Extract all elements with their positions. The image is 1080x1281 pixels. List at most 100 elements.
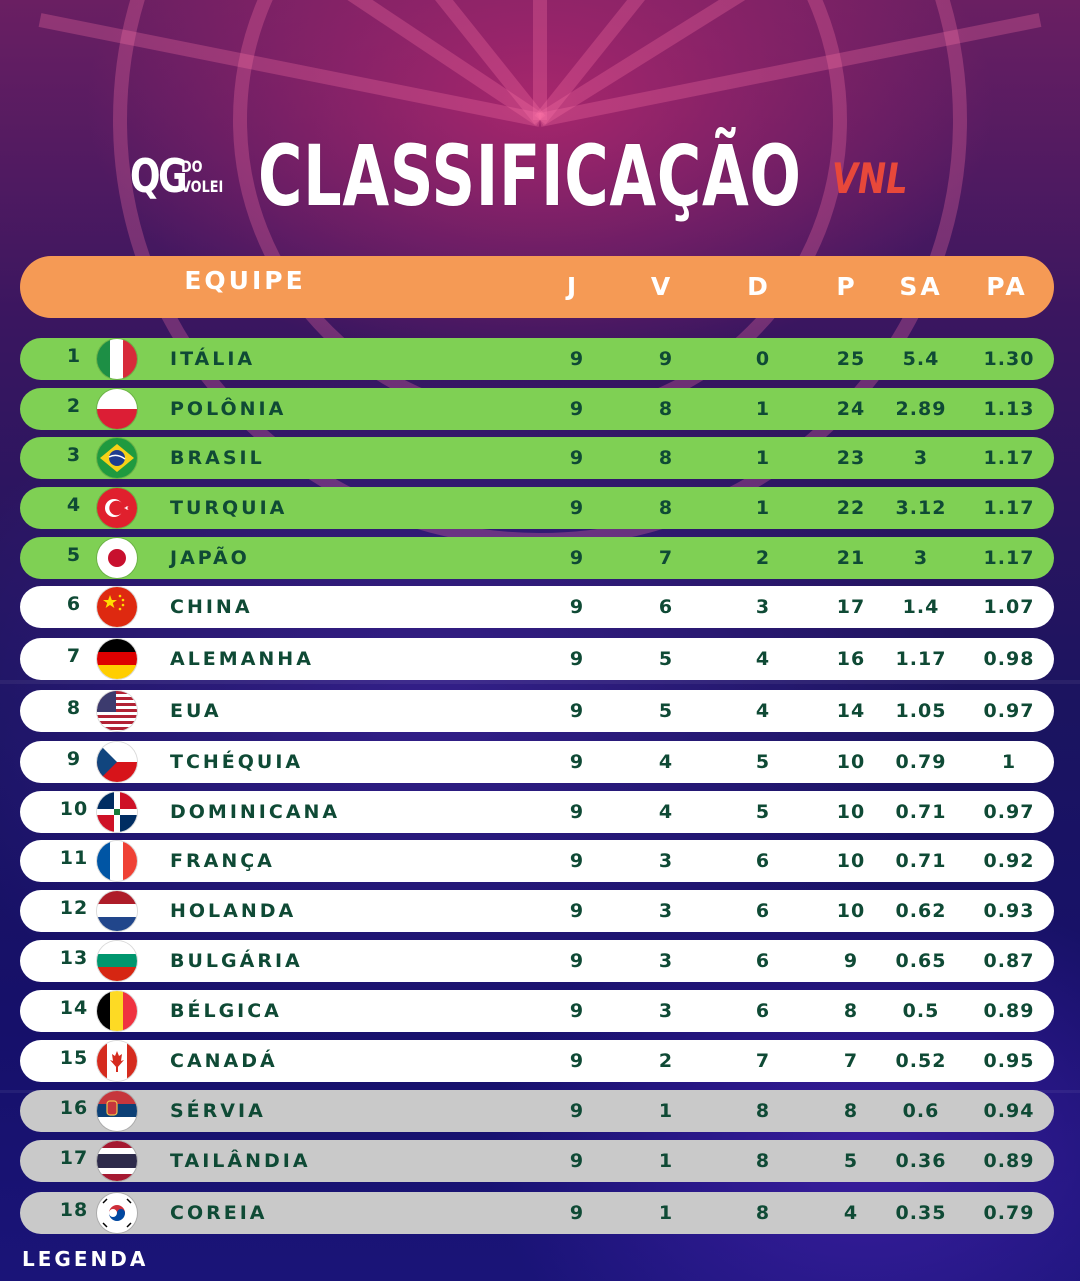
rank-number: 9 (66, 748, 82, 770)
column-header-p: P (836, 272, 858, 301)
column-header-v: V (650, 272, 674, 301)
cell-sa: 1.4 (902, 596, 940, 618)
cell-j: 9 (569, 850, 585, 872)
cell-d: 6 (755, 850, 771, 872)
cell-v: 1 (658, 1100, 674, 1122)
czechia-flag-icon (97, 742, 137, 782)
rank-number: 11 (59, 847, 89, 869)
cell-p: 10 (836, 751, 866, 773)
table-row: 5 JAPÃO 9 7 2 21 3 1.17 (20, 537, 1054, 579)
cell-pa: 1.17 (983, 547, 1035, 569)
cell-p: 10 (836, 850, 866, 872)
cell-sa: 3 (913, 547, 929, 569)
cell-d: 0 (755, 348, 771, 370)
cell-d: 6 (755, 950, 771, 972)
column-header-equipe: EQUIPE (184, 266, 306, 295)
cell-j: 9 (569, 648, 585, 670)
cell-d: 4 (755, 700, 771, 722)
team-name: EUA (170, 700, 222, 722)
team-name: BRASIL (170, 447, 265, 469)
cell-j: 9 (569, 447, 585, 469)
team-name: POLÔNIA (170, 398, 287, 420)
logo-top-text: DO (181, 157, 203, 176)
cell-p: 21 (836, 547, 866, 569)
cell-p: 17 (836, 596, 866, 618)
cell-pa: 1.30 (983, 348, 1035, 370)
cell-d: 6 (755, 1000, 771, 1022)
cell-j: 9 (569, 348, 585, 370)
serbia-flag-icon (97, 1091, 137, 1131)
rank-number: 5 (66, 544, 82, 566)
table-row: 3 BRASIL 9 8 1 23 3 1.17 (20, 437, 1054, 479)
cell-d: 5 (755, 751, 771, 773)
cell-sa: 0.52 (895, 1050, 947, 1072)
cell-sa: 1.17 (895, 648, 947, 670)
team-name: CHINA (170, 596, 253, 618)
cell-v: 1 (658, 1150, 674, 1172)
cell-j: 9 (569, 547, 585, 569)
logo-bottom-text: VOLEI (181, 177, 224, 196)
cell-j: 9 (569, 950, 585, 972)
cell-pa: 1.13 (983, 398, 1035, 420)
cell-j: 9 (569, 497, 585, 519)
cell-pa: 0.92 (983, 850, 1035, 872)
cell-j: 9 (569, 398, 585, 420)
table-row: 13 BULGÁRIA 9 3 6 9 0.65 0.87 (20, 940, 1054, 982)
korea-flag-icon (97, 1193, 137, 1233)
cell-pa: 0.89 (983, 1150, 1035, 1172)
cell-p: 4 (843, 1202, 859, 1224)
cell-sa: 2.89 (895, 398, 947, 420)
team-name: HOLANDA (170, 900, 297, 922)
table-row: 9 TCHÉQUIA 9 4 5 10 0.79 1 (20, 741, 1054, 783)
rank-number: 4 (66, 494, 82, 516)
rank-number: 7 (66, 645, 82, 667)
usa-flag-icon (97, 691, 137, 731)
team-name: ITÁLIA (170, 348, 256, 370)
table-row: 4 TURQUIA 9 8 1 22 3.12 1.17 (20, 487, 1054, 529)
china-flag-icon (97, 587, 137, 627)
header: QG DO VOLEI CLASSIFICAÇÃO VNL (0, 120, 1080, 230)
rank-number: 17 (59, 1147, 89, 1169)
cell-v: 3 (658, 950, 674, 972)
cell-v: 9 (658, 348, 674, 370)
rank-number: 15 (59, 1047, 89, 1069)
brazil-flag-icon (97, 438, 137, 478)
cell-sa: 3 (913, 447, 929, 469)
page-title: CLASSIFICAÇÃO (258, 127, 802, 225)
cell-v: 1 (658, 1202, 674, 1224)
team-name: TCHÉQUIA (170, 751, 304, 773)
table-row: 10 DOMINICANA 9 4 5 10 0.71 0.97 (20, 791, 1054, 833)
cell-v: 3 (658, 900, 674, 922)
rank-number: 18 (59, 1199, 89, 1221)
cell-pa: 0.95 (983, 1050, 1035, 1072)
cell-j: 9 (569, 596, 585, 618)
table-row: 11 FRANÇA 9 3 6 10 0.71 0.92 (20, 840, 1054, 882)
cell-pa: 1.17 (983, 497, 1035, 519)
cell-v: 4 (658, 801, 674, 823)
cell-p: 9 (843, 950, 859, 972)
rank-number: 1 (66, 345, 82, 367)
cell-d: 1 (755, 398, 771, 420)
cell-sa: 0.71 (895, 850, 947, 872)
cell-d: 2 (755, 547, 771, 569)
cell-p: 10 (836, 900, 866, 922)
cell-d: 1 (755, 497, 771, 519)
cell-v: 5 (658, 648, 674, 670)
japan-flag-icon (97, 538, 137, 578)
cell-v: 3 (658, 850, 674, 872)
team-name: TAILÂNDIA (170, 1150, 311, 1172)
cell-pa: 0.89 (983, 1000, 1035, 1022)
team-name: FRANÇA (170, 850, 275, 872)
cell-v: 7 (658, 547, 674, 569)
column-header-pa: PA (986, 272, 1028, 301)
cell-j: 9 (569, 1050, 585, 1072)
rank-number: 13 (59, 947, 89, 969)
cell-pa: 0.94 (983, 1100, 1035, 1122)
cell-sa: 0.36 (895, 1150, 947, 1172)
cell-sa: 0.6 (902, 1100, 940, 1122)
cell-p: 5 (843, 1150, 859, 1172)
team-name: COREIA (170, 1202, 268, 1224)
cell-p: 8 (843, 1100, 859, 1122)
cell-sa: 0.35 (895, 1202, 947, 1224)
rank-number: 12 (59, 897, 89, 919)
